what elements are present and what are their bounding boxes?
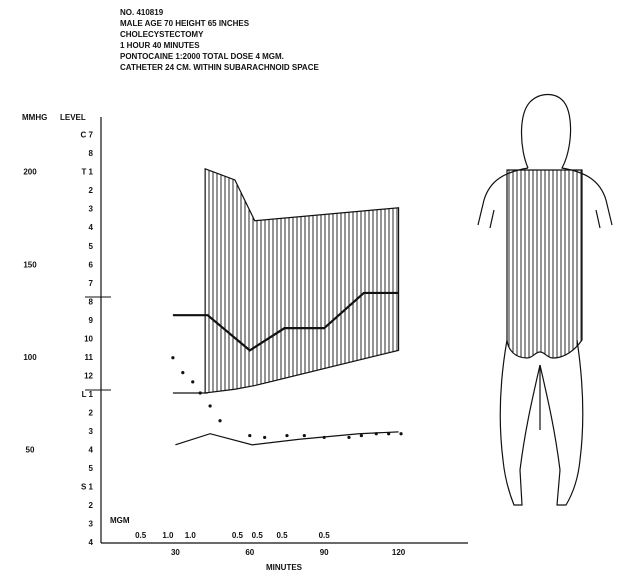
line <box>175 431 399 446</box>
dot <box>359 433 363 438</box>
annotation: CATHETER 24 CM. WITHIN SUBARACHNOID SPAC… <box>120 63 319 72</box>
anesthesia-band <box>204 167 400 394</box>
y2-tick-label: 10 <box>84 334 93 343</box>
x-tick-label: 60 <box>245 548 254 557</box>
y2-tick-label: 2 <box>89 186 94 195</box>
y-tick-label: 50 <box>26 446 35 455</box>
y2-tick-label: 8 <box>89 297 94 306</box>
annotation: MALE AGE 70 HEIGHT 65 INCHES <box>120 19 250 28</box>
y-tick-label: 150 <box>23 260 37 269</box>
y2-tick-label: 12 <box>84 371 93 380</box>
dose-value: 0.5 <box>276 531 288 540</box>
y2-tick-label: 2 <box>89 408 94 417</box>
y-tick-label: 200 <box>23 168 37 177</box>
y2-tick-label: 2 <box>89 501 94 510</box>
y2-tick-label: 6 <box>89 260 94 269</box>
dose-value: 0.5 <box>319 531 331 540</box>
dot <box>208 404 212 408</box>
y2-tick-label: 9 <box>89 316 94 325</box>
y-axis-label: MMHG <box>22 113 47 122</box>
y2-tick-label: 8 <box>89 149 94 158</box>
annotation: PONTOCAINE 1:2000 TOTAL DOSE 4 MGM. <box>120 52 284 61</box>
dot <box>302 433 306 438</box>
y2-tick-label: S 1 <box>81 483 94 492</box>
x-tick-label: 30 <box>171 548 180 557</box>
y2-tick-label: 4 <box>89 223 94 232</box>
annotation: CHOLECYSTECTOMY <box>120 30 204 39</box>
y2-tick-label: 4 <box>89 446 94 455</box>
dose-value: 0.5 <box>252 531 264 540</box>
y2-tick-label: T 1 <box>81 168 93 177</box>
dose-value: 1.0 <box>162 531 174 540</box>
dot <box>181 371 185 375</box>
dot <box>191 380 195 384</box>
x-tick-label: 120 <box>392 548 406 557</box>
dot <box>171 356 175 360</box>
dot <box>248 433 252 438</box>
y2-tick-label: C 7 <box>81 131 94 140</box>
y2-axis-label: LEVEL <box>60 113 86 122</box>
dose-value: 1.0 <box>185 531 197 540</box>
y-tick-label: 100 <box>23 353 37 362</box>
y2-tick-label: 3 <box>89 205 94 214</box>
line <box>172 291 399 352</box>
y2-tick-label: 4 <box>89 538 94 547</box>
y2-tick-label: 11 <box>85 353 94 362</box>
y2-tick-label: 3 <box>89 520 94 529</box>
dot <box>218 419 222 423</box>
dot <box>374 432 378 436</box>
y2-tick-label: 5 <box>89 464 94 473</box>
annotation: NO. 410819 <box>120 8 164 17</box>
dot <box>399 432 403 436</box>
dose-label: MGM <box>110 516 130 525</box>
anesthesia-area <box>506 169 583 359</box>
dot <box>347 435 351 440</box>
y2-tick-label: 7 <box>89 279 94 288</box>
x-axis-label: MINUTES <box>266 563 303 572</box>
dose-value: 0.5 <box>135 531 147 540</box>
dose-value: 0.5 <box>232 531 244 540</box>
y2-tick-label: 5 <box>89 242 94 251</box>
dot <box>322 435 326 440</box>
dot <box>263 435 267 440</box>
annotation: 1 HOUR 40 MINUTES <box>120 41 200 50</box>
dot <box>285 433 289 438</box>
y2-tick-label: L 1 <box>82 390 94 399</box>
dot <box>387 432 391 436</box>
body-figure <box>477 93 613 506</box>
x-tick-label: 90 <box>320 548 329 557</box>
dot <box>198 391 202 395</box>
y2-tick-label: 3 <box>89 427 94 436</box>
